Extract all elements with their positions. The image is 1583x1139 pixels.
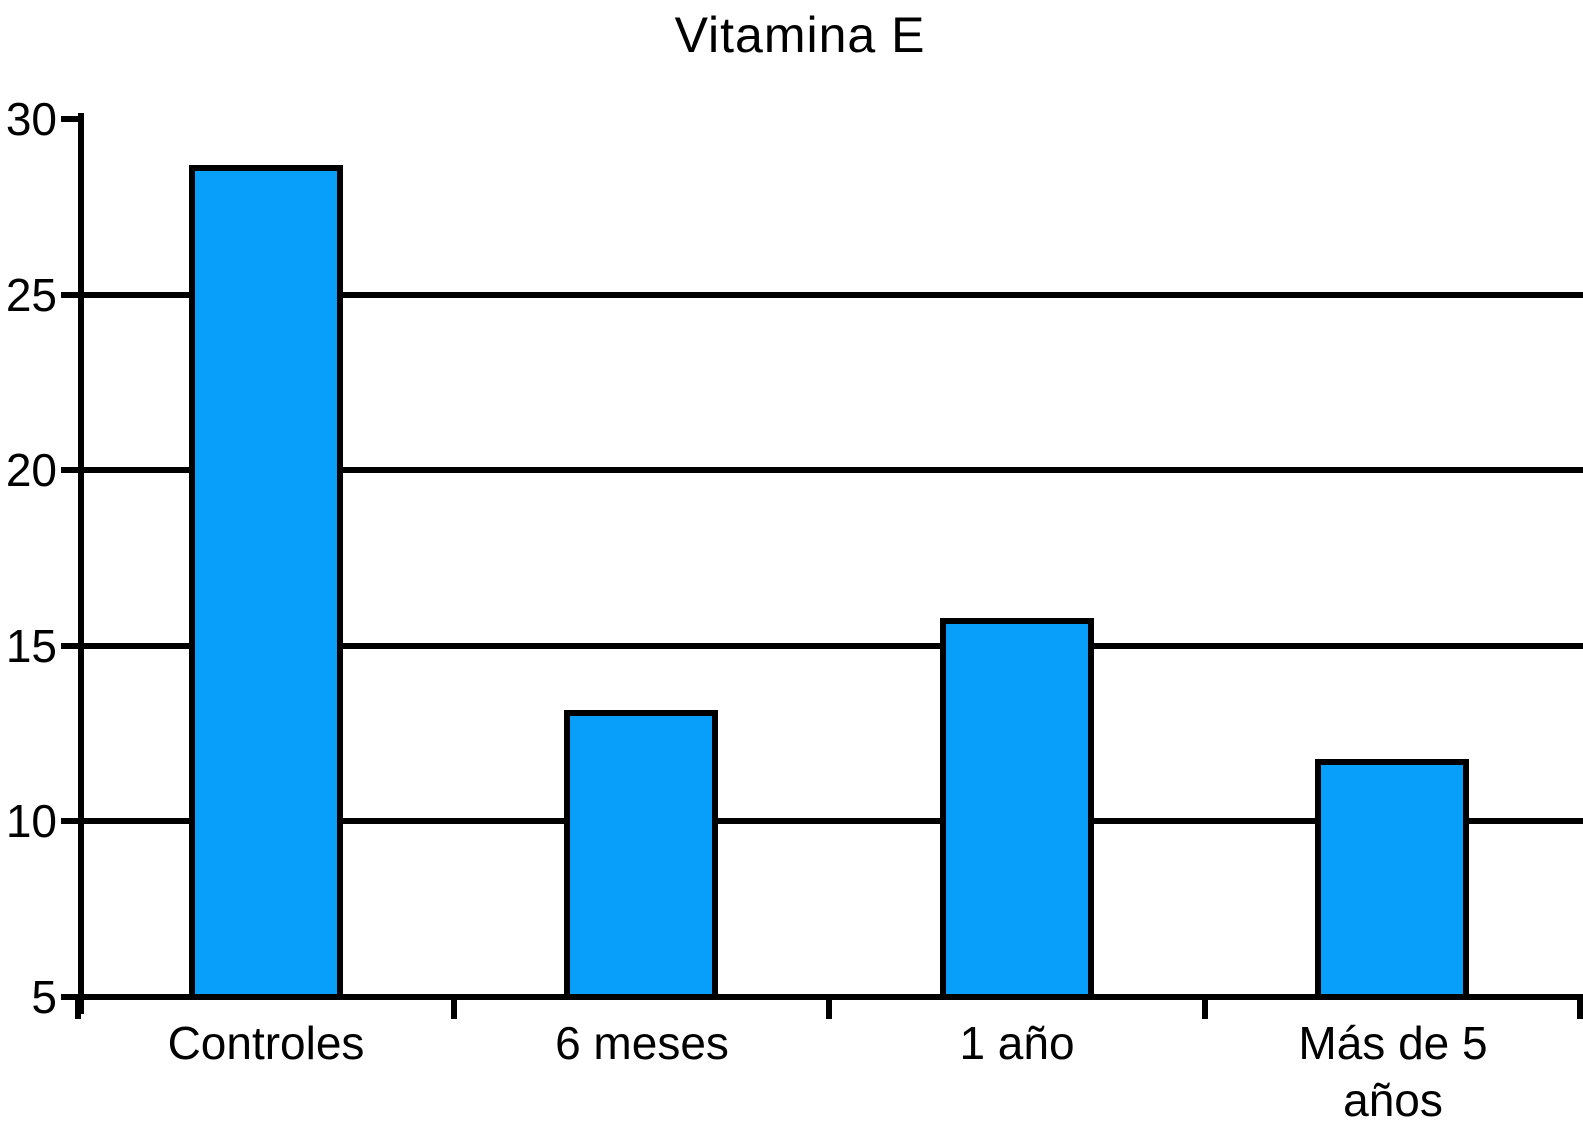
y-tick-label-30: 30 [5, 93, 57, 145]
bar-m-s-de-5-a-os [1315, 759, 1469, 1000]
x-category-label: Controles [167, 1017, 365, 1069]
y-tick-25 [61, 292, 78, 298]
x-tick-1 [451, 1000, 457, 1019]
gridline-20 [81, 467, 1583, 473]
y-tick-label-5: 5 [31, 971, 57, 1023]
gridline-10 [81, 818, 1583, 824]
x-category-label: Más de 5 años [1298, 1017, 1488, 1126]
y-tick-label-10: 10 [5, 795, 57, 847]
x-category-label: 1 año [959, 1017, 1075, 1069]
y-tick-label-15: 15 [5, 620, 57, 672]
y-tick-20 [61, 467, 78, 473]
y-tick-label-25: 25 [5, 269, 57, 321]
y-axis-line [78, 113, 84, 1014]
x-axis-line [78, 994, 1583, 1000]
x-category-label: 6 meses [555, 1017, 729, 1069]
x-tick-0 [75, 1000, 81, 1019]
bar-1-a-o [940, 618, 1094, 1000]
y-tick-10 [61, 818, 78, 824]
x-tick-4 [1577, 1000, 1583, 1019]
bar-6-meses [564, 710, 718, 1000]
gridline-15 [81, 643, 1583, 649]
y-tick-15 [61, 643, 78, 649]
bar-controles [189, 165, 343, 1000]
y-tick-label-20: 20 [5, 444, 57, 496]
y-tick-30 [61, 116, 78, 122]
x-tick-3 [1202, 1000, 1208, 1019]
chart-title: Vitamina E [674, 7, 926, 63]
x-tick-2 [826, 1000, 832, 1019]
gridline-25 [81, 292, 1583, 298]
y-tick-5 [61, 994, 78, 1000]
